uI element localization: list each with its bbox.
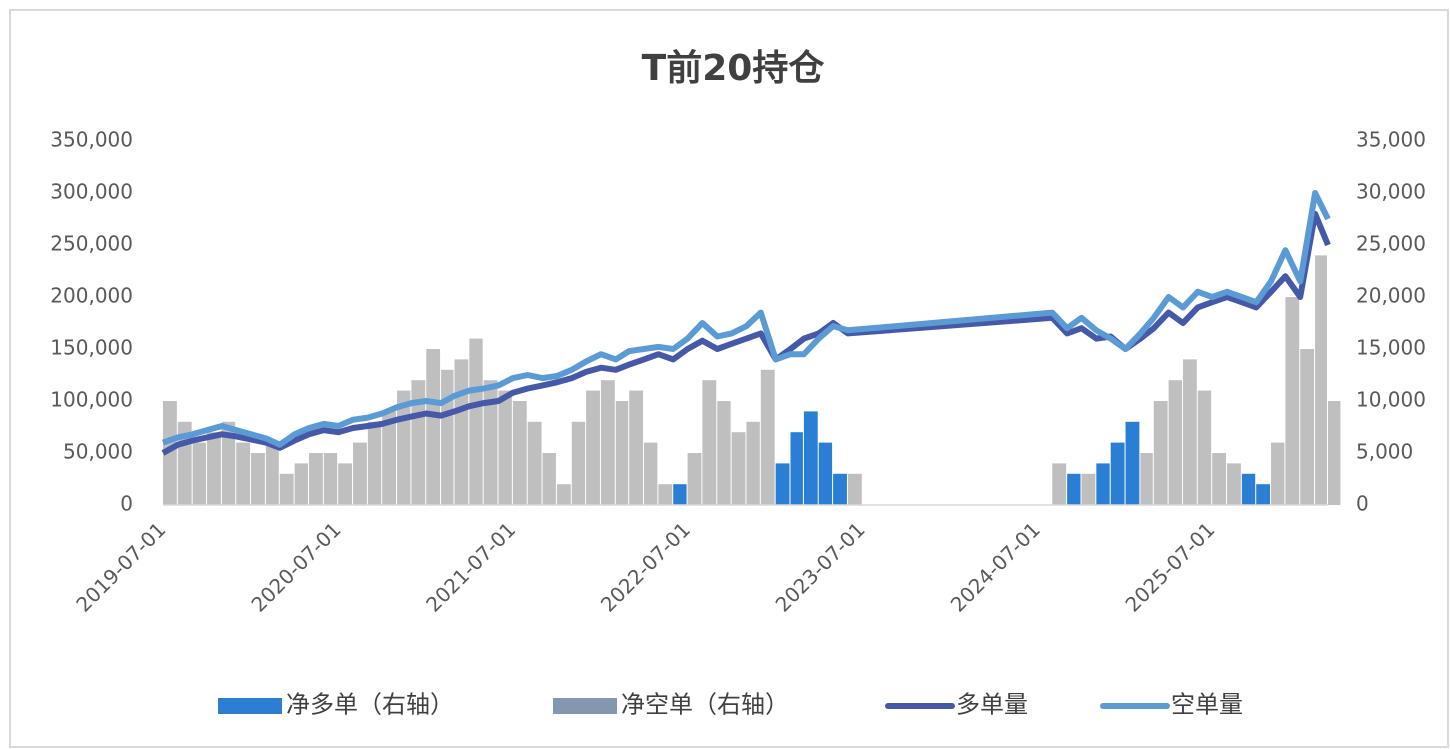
- bar: [1241, 473, 1256, 505]
- bar: [221, 421, 236, 505]
- bar: [790, 432, 803, 505]
- bar: [353, 442, 367, 505]
- y2-tick-label: 35,000: [1356, 128, 1426, 152]
- bar: [1081, 473, 1096, 505]
- bar: [1168, 380, 1182, 505]
- bar: [803, 411, 818, 505]
- y-tick-label: 100,000: [50, 388, 133, 412]
- bar: [746, 421, 760, 505]
- bar: [527, 421, 542, 505]
- bar: [512, 401, 527, 505]
- bar: [1315, 255, 1327, 505]
- bar: [1212, 453, 1227, 505]
- bar: [265, 442, 279, 505]
- bar: [644, 442, 658, 505]
- bar: [192, 442, 207, 505]
- legend-label: 净多单（右轴）: [286, 691, 454, 719]
- legend-label: 空单量: [1171, 691, 1243, 719]
- bar: [454, 359, 469, 505]
- bar: [600, 380, 615, 505]
- bar: [615, 401, 629, 505]
- bar: [1256, 484, 1271, 505]
- y2-tick-label: 0: [1356, 492, 1369, 516]
- bar: [1110, 442, 1125, 505]
- chart-frame: [9, 9, 1449, 748]
- legend-swatch: [553, 698, 617, 714]
- y-tick-label: 150,000: [50, 336, 133, 360]
- bar: [1285, 297, 1300, 505]
- bar: [207, 432, 221, 505]
- bar: [441, 369, 454, 505]
- y-tick-label: 250,000: [50, 232, 133, 256]
- bar: [586, 390, 600, 505]
- bar: [294, 463, 308, 505]
- bar: [1052, 463, 1067, 505]
- bar: [687, 453, 702, 505]
- y2-tick-label: 20,000: [1356, 284, 1426, 308]
- bar: [163, 401, 177, 505]
- bar: [833, 473, 847, 505]
- bar: [483, 380, 498, 505]
- y-tick-label: 0: [120, 492, 133, 516]
- chart-title: T前20持仓: [642, 48, 825, 89]
- bar: [731, 432, 746, 505]
- bar: [426, 349, 441, 505]
- bar: [382, 411, 397, 505]
- bar: [469, 338, 483, 505]
- bar: [556, 484, 571, 505]
- bar: [1125, 421, 1140, 505]
- y2-tick-label: 15,000: [1356, 336, 1426, 360]
- bar: [1271, 442, 1285, 505]
- bar: [847, 473, 862, 505]
- line: [161, 210, 1331, 456]
- legend-label: 多单量: [956, 691, 1028, 719]
- y-tick-label: 200,000: [50, 284, 133, 308]
- bar: [1197, 390, 1212, 505]
- bar: [1227, 463, 1241, 505]
- bar: [1328, 401, 1341, 505]
- bar: [338, 463, 353, 505]
- bar: [760, 369, 775, 505]
- bar: [542, 453, 556, 505]
- bar: [1182, 359, 1197, 505]
- line: [162, 190, 1331, 448]
- bar: [775, 463, 790, 505]
- bar: [1153, 401, 1168, 505]
- bar: [308, 453, 323, 505]
- legend-swatch: [218, 698, 282, 714]
- bar: [323, 453, 338, 505]
- bar: [673, 484, 687, 505]
- y2-tick-label: 30,000: [1356, 180, 1426, 204]
- y-tick-label: 50,000: [63, 440, 133, 464]
- y2-tick-label: 10,000: [1356, 388, 1426, 412]
- bar: [498, 390, 512, 505]
- bar: [702, 380, 717, 505]
- bar: [1096, 463, 1110, 505]
- bar: [367, 421, 382, 505]
- bar: [818, 442, 833, 505]
- y2-tick-label: 5,000: [1356, 440, 1413, 464]
- bar: [717, 401, 731, 505]
- y-tick-label: 300,000: [50, 180, 133, 204]
- bar: [1140, 453, 1153, 505]
- bar: [658, 484, 673, 505]
- bar: [1300, 349, 1315, 505]
- bar: [629, 390, 644, 505]
- y2-tick-label: 25,000: [1356, 232, 1426, 256]
- bar: [571, 421, 586, 505]
- bar: [251, 453, 265, 505]
- bar: [236, 442, 251, 505]
- legend-label: 净空单（右轴）: [621, 691, 789, 719]
- bar: [279, 473, 294, 505]
- y-tick-label: 350,000: [50, 128, 133, 152]
- bar: [1067, 473, 1081, 505]
